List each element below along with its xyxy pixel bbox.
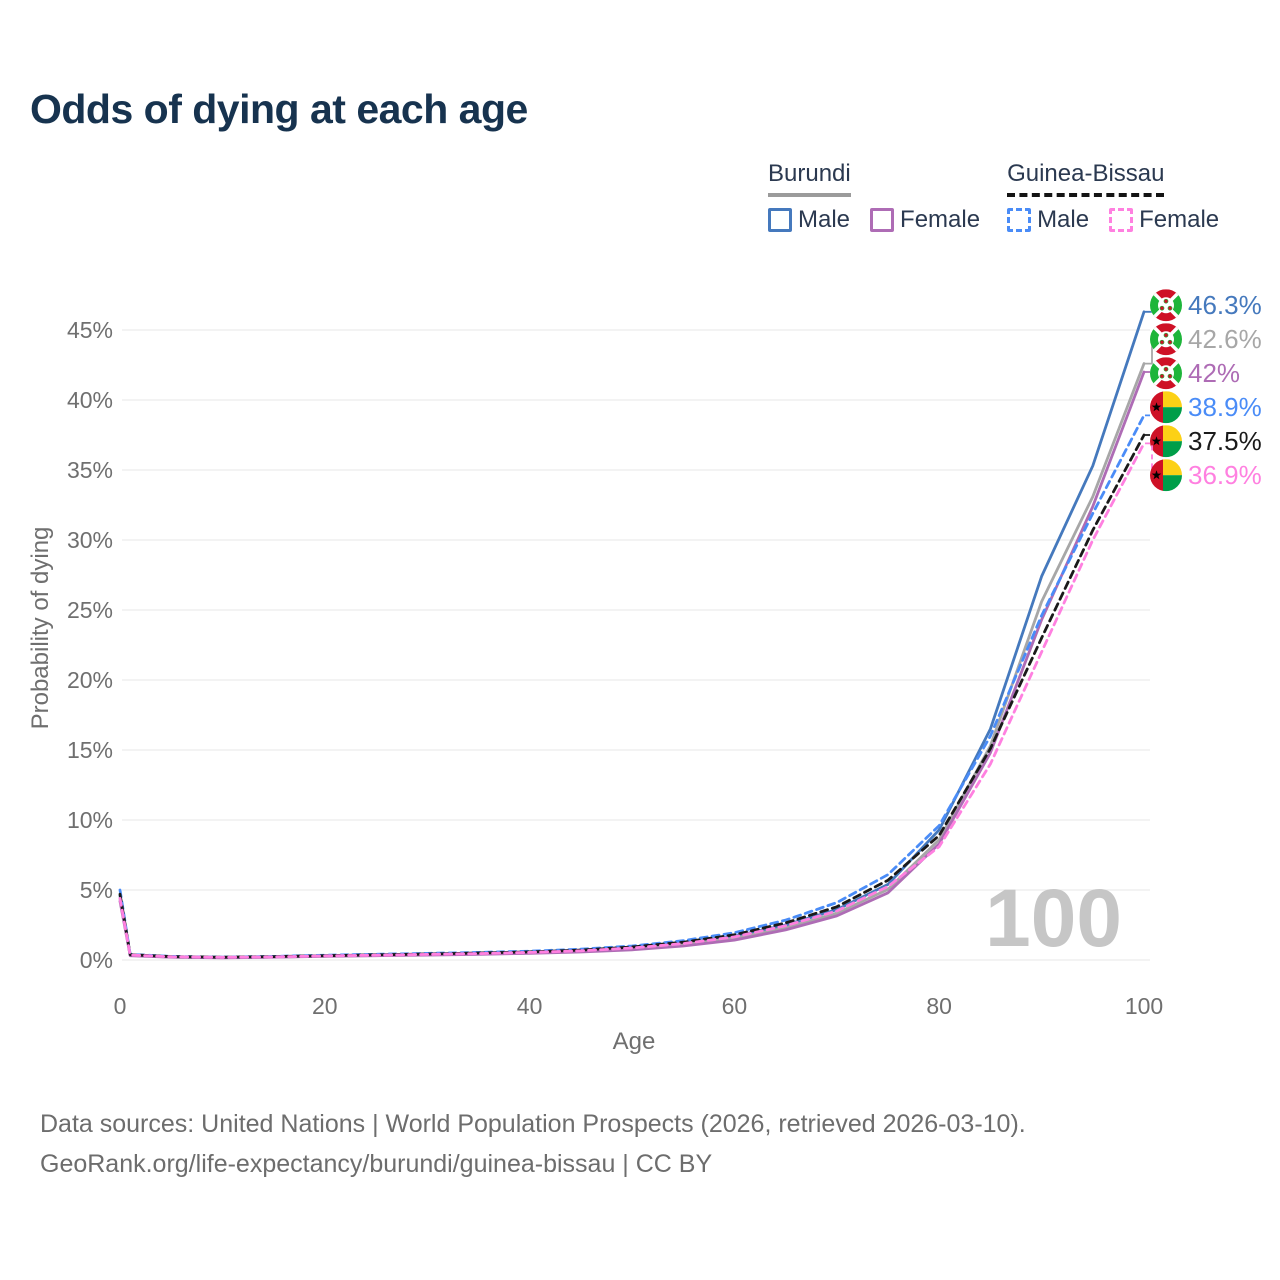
attribution-text: GeoRank.org/life-expectancy/burundi/guin… [40, 1150, 713, 1178]
legend-group-guinea-bissau-title: Guinea-Bissau [1007, 160, 1165, 197]
series-line-burundi-male [118, 310, 1146, 959]
legend-group-guinea-bissau: Guinea-Bissau Male Female [1007, 160, 1219, 234]
legend-items-guinea-bissau: Male Female [1007, 206, 1219, 234]
guinea-bissau-flag-icon [1150, 425, 1182, 458]
y-tick-label: 35% [67, 457, 113, 483]
y-tick-label: 15% [67, 737, 113, 763]
y-tick-label: 0% [80, 947, 113, 973]
x-tick-label: 60 [722, 993, 748, 1019]
series-line-guinea-bissau-female [118, 441, 1146, 959]
end-value-label-guinea-bissau-male: 38.9% [1188, 392, 1262, 422]
burundi-male-swatch-icon [768, 208, 792, 232]
x-axis-title: Age [613, 1028, 656, 1055]
page-title: Odds of dying at each age [30, 86, 528, 132]
legend-label-burundi-male: Male [798, 206, 851, 233]
legend-label-guinea-bissau-male: Male [1037, 206, 1090, 233]
chart-footer: Data sources: United Nations | World Pop… [40, 1104, 1026, 1184]
y-tick-label: 5% [80, 877, 113, 903]
legend-toggle-guinea-bissau-male[interactable]: Male [1007, 206, 1089, 234]
y-tick-label: 40% [67, 387, 113, 413]
y-tick-label: 10% [67, 807, 113, 833]
y-axis-title: Probability of dying [27, 527, 54, 730]
series-line-burundi-female [118, 370, 1146, 960]
guinea-bissau-male-swatch-icon [1007, 208, 1032, 232]
burundi-flag-icon [1150, 323, 1182, 356]
legend-group-burundi-title: Burundi [768, 160, 851, 197]
age-counter-watermark: 100 [985, 873, 1122, 964]
burundi-flag-icon [1150, 357, 1182, 390]
legend-items-burundi: Male Female [768, 206, 980, 234]
end-value-label-guinea-bissau: 37.5% [1188, 426, 1262, 456]
legend-group-burundi: Burundi Male Female [768, 160, 980, 234]
data-sources-text: Data sources: United Nations | World Pop… [40, 1110, 1026, 1138]
end-value-label-burundi: 42.6% [1188, 324, 1262, 354]
guinea-bissau-flag-icon [1150, 459, 1182, 492]
end-value-label-burundi-female: 42% [1188, 358, 1240, 388]
end-value-label-burundi-male: 46.3% [1188, 290, 1262, 320]
legend-label-burundi-female: Female [900, 206, 981, 233]
series-line-burundi [118, 362, 1146, 959]
x-tick-label: 20 [312, 993, 338, 1019]
burundi-female-swatch-icon [870, 208, 895, 232]
y-tick-label: 30% [67, 527, 113, 553]
x-tick-label: 0 [114, 993, 127, 1019]
legend-toggle-burundi-male[interactable]: Male [768, 206, 850, 234]
chart-legend: Burundi Male Female Guinea-Bissau Male [768, 160, 1219, 234]
y-tick-label: 45% [67, 317, 113, 343]
legend-toggle-guinea-bissau-female[interactable]: Female [1109, 206, 1219, 234]
x-tick-label: 100 [1125, 993, 1163, 1019]
guinea-bissau-female-swatch-icon [1109, 208, 1134, 232]
y-tick-label: 20% [67, 667, 113, 693]
guinea-bissau-flag-icon [1150, 391, 1182, 424]
legend-label-guinea-bissau-female: Female [1139, 206, 1220, 233]
legend-toggle-burundi-female[interactable]: Female [870, 206, 980, 234]
end-value-label-guinea-bissau-female: 36.9% [1188, 460, 1262, 490]
x-tick-label: 80 [926, 993, 952, 1019]
x-tick-label: 40 [517, 993, 543, 1019]
burundi-flag-icon [1150, 289, 1182, 322]
chart-canvas[interactable]: 0% 5% 10% 15% 20% 25% 30% 35% 40% 45% 0 20 40 60 80 100… [0, 0, 1280, 1080]
y-tick-label: 25% [67, 597, 113, 623]
